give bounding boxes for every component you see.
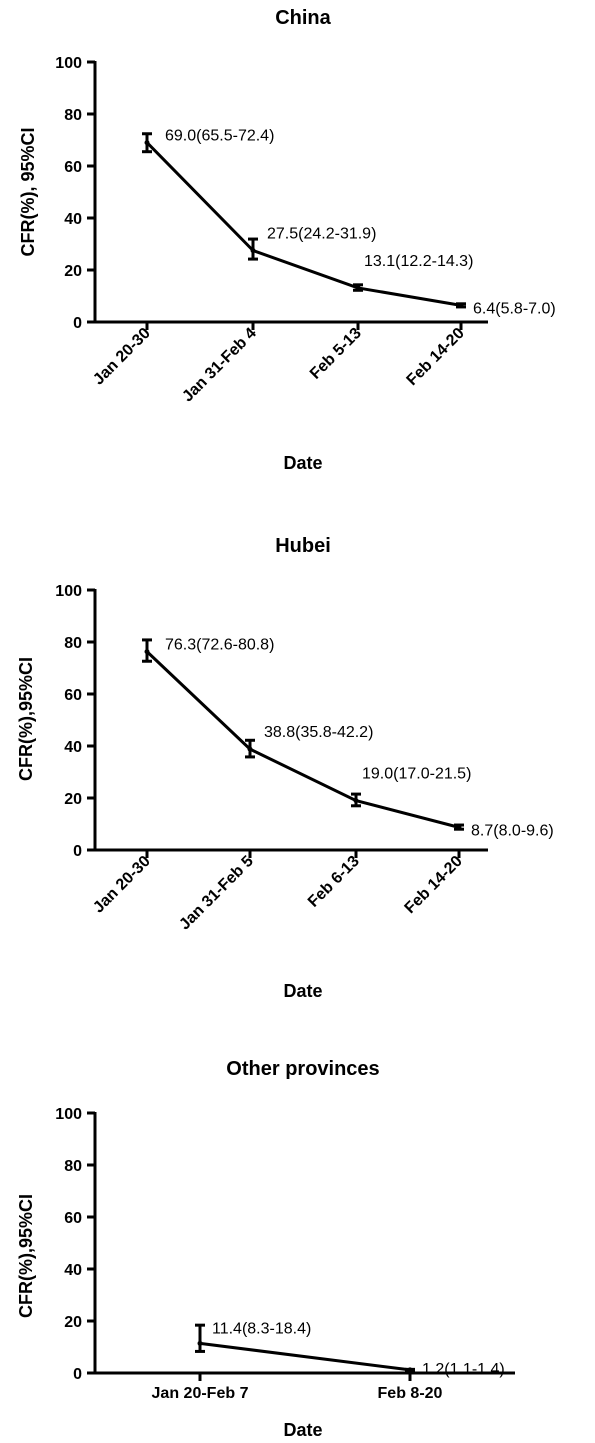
y-tick-label: 20 [64, 1314, 82, 1331]
chart-china: China CFR(%), 95%CI Date 0 20 40 60 80 100 Jan… [18, 7, 556, 473]
data-point [197, 1340, 203, 1346]
y-tick-label: 20 [64, 791, 82, 808]
chart-title: Hubei [275, 535, 331, 557]
y-tick-label: 80 [64, 635, 82, 652]
y-tick-label: 0 [73, 843, 82, 860]
y-tick-label: 100 [55, 55, 82, 72]
x-tick-label: Jan 31-Feb 5 [176, 853, 257, 934]
y-tick-label: 60 [64, 159, 82, 176]
data-point [250, 248, 256, 253]
data-point [355, 285, 361, 291]
data-point [407, 1367, 413, 1373]
x-tick-label: Feb 6-13 [305, 853, 363, 911]
x-tick-label: Jan 20-30 [90, 853, 154, 917]
data-label: 11.4(8.3-18.4) [212, 1320, 311, 1337]
data-label: 27.5(24.2-31.9) [267, 226, 376, 243]
x-axis-title: Date [283, 1420, 322, 1440]
data-label: 38.8(35.8-42.2) [264, 724, 373, 741]
x-tick-label: Feb 8-20 [378, 1385, 443, 1402]
y-axis-title: CFR(%), 95%CI [18, 127, 38, 256]
data-label: 69.0(65.5-72.4) [165, 128, 274, 145]
y-tick-label: 20 [64, 263, 82, 280]
y-tick-label: 60 [64, 1210, 82, 1227]
data-point [144, 140, 150, 146]
x-tick-label: Jan 20-Feb 7 [152, 1385, 249, 1402]
y-tick-label: 40 [64, 739, 82, 756]
data-label: 13.1(12.2-14.3) [364, 253, 473, 270]
series-line [145, 141, 462, 307]
y-tick-label: 40 [64, 211, 82, 228]
data-label: 8.7(8.0-9.6) [471, 822, 554, 839]
y-axis-title: CFR(%),95%CI [16, 657, 36, 781]
x-tick-label: Feb 14-20 [404, 325, 468, 389]
data-point [144, 649, 150, 655]
x-axis-title: Date [283, 453, 322, 473]
y-tick-label: 100 [55, 583, 82, 600]
data-label: 1.2(1.1-1.4) [422, 1361, 505, 1378]
x-tick-label: Feb 5-13 [307, 325, 365, 383]
chart-title: China [275, 7, 331, 29]
y-axis-title: CFR(%),95%CI [16, 1194, 36, 1318]
chart-title: Other provinces [226, 1058, 379, 1080]
y-tick-label: 60 [64, 687, 82, 704]
y-tick-label: 40 [64, 1262, 82, 1279]
series-line [145, 650, 460, 829]
data-point [247, 746, 253, 752]
data-point [456, 824, 462, 830]
data-point [353, 798, 359, 804]
y-tick-label: 0 [73, 1366, 82, 1383]
x-tick-label: Feb 14-20 [402, 853, 466, 917]
series-line [199, 1341, 411, 1372]
y-tick-label: 80 [64, 107, 82, 124]
y-tick-label: 100 [55, 1106, 82, 1123]
x-tick-label: Jan 31-Feb 4 [179, 325, 260, 406]
data-label: 6.4(5.8-7.0) [473, 300, 556, 317]
y-tick-label: 80 [64, 1158, 82, 1175]
chart-other-provinces: Other provinces CFR(%),95%CI Date 0 20 40 6… [16, 1058, 515, 1440]
data-point [458, 302, 464, 308]
x-axis-title: Date [283, 981, 322, 1001]
data-label: 19.0(17.0-21.5) [362, 766, 471, 783]
chart-hubei: Hubei CFR(%),95%CI Date 0 20 40 60 80 100 Jan … [16, 535, 554, 1001]
y-tick-label: 0 [73, 315, 82, 332]
x-tick-label: Jan 20-30 [90, 325, 154, 389]
data-label: 76.3(72.6-80.8) [165, 637, 274, 654]
